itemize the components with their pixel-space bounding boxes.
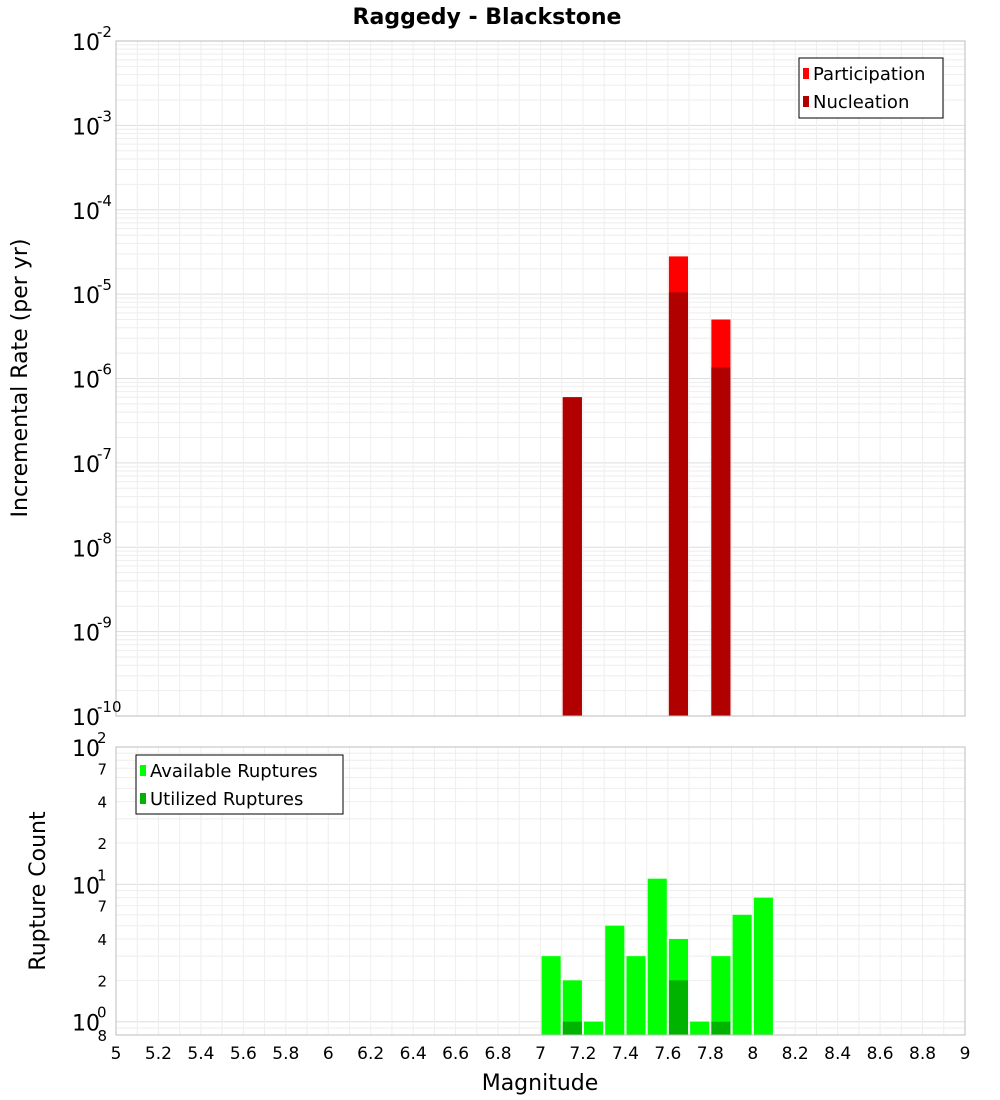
bar-nucleation-0 — [562, 397, 582, 716]
x-tick-labels: 5 5.2 5.4 5.6 5.8 6 6.2 6.4 6.6 6.8 7 7.2 7.4 7.6 7.8 8… — [111, 1044, 971, 1064]
bar-available-0 — [541, 956, 561, 1035]
count-y-tick-label: 10 — [72, 737, 100, 762]
rate-y-tick-exponent: -9 — [97, 614, 112, 632]
x-tick-label: 5.8 — [272, 1044, 299, 1064]
rate-y-tick-exponent: -7 — [97, 445, 112, 463]
x-tick-label: 7 — [535, 1044, 546, 1064]
legend-label-available: Available Ruptures — [150, 761, 318, 782]
bar-available-8 — [711, 956, 731, 1035]
bar-available-4 — [626, 956, 646, 1035]
x-tick-label: 7.8 — [697, 1044, 724, 1064]
x-tick-label: 8 — [747, 1044, 758, 1064]
bar-available-9 — [732, 914, 752, 1035]
x-tick-label: 7.4 — [612, 1044, 639, 1064]
bar-available-2 — [584, 1021, 604, 1035]
count-bars — [541, 878, 773, 1035]
legend-label-participation: Participation — [813, 64, 925, 85]
x-tick-label: 8.8 — [909, 1044, 936, 1064]
count-y-minor-tick-label: 2 — [97, 972, 107, 990]
count-y-minor-tick-label: 4 — [97, 794, 107, 812]
count-y-tick-label: 10 — [72, 1012, 100, 1037]
x-axis-title: Magnitude — [482, 1071, 599, 1096]
rate-y-tick-label: 10 — [72, 622, 100, 647]
x-tick-label: 7.6 — [654, 1044, 681, 1064]
legend-swatch-utilized — [140, 793, 146, 804]
x-tick-label: 6.4 — [400, 1044, 427, 1064]
count-y-tick-exponent: 2 — [97, 729, 107, 747]
x-tick-label: 8.4 — [824, 1044, 851, 1064]
legend-label-utilized: Utilized Ruptures — [150, 789, 303, 810]
rate-y-tick-label: 10 — [72, 200, 100, 225]
rate-y-tick-exponent: -8 — [97, 529, 112, 547]
chart-title: Raggedy - Blackstone — [353, 5, 622, 30]
legend-swatch-participation — [803, 68, 809, 79]
x-tick-label: 7.2 — [569, 1044, 596, 1064]
x-tick-label: 8.6 — [867, 1044, 894, 1064]
x-tick-label: 5.2 — [145, 1044, 172, 1064]
bar-available-10 — [753, 897, 773, 1035]
bar-available-1 — [562, 980, 582, 1035]
bar-utilized-1 — [668, 980, 689, 1035]
rate-y-tick-label: 10 — [72, 453, 100, 478]
x-tick-label: 6.6 — [442, 1044, 469, 1064]
count-plot-frame — [115, 746, 966, 1036]
bar-available-7 — [690, 1021, 710, 1035]
rate-y-tick-label: 10 — [72, 31, 100, 56]
rate-y-tick-exponent: -3 — [97, 107, 112, 125]
rate-plot-frame — [115, 40, 966, 717]
count-y-minor-tick-label: 8 — [97, 1027, 107, 1045]
x-tick-label: 5.6 — [230, 1044, 257, 1064]
count-y-minor-tick-label: 7 — [97, 898, 107, 916]
bar-utilized-0 — [562, 1021, 582, 1035]
rate-legend-box — [798, 57, 944, 119]
x-tick-label: 8.2 — [782, 1044, 809, 1064]
rate-y-tick-label: 10 — [72, 706, 100, 731]
count-y-minor-tick-label: 4 — [97, 931, 107, 949]
x-tick-label: 6 — [323, 1044, 334, 1064]
count-y-axis-title: Rupture Count — [26, 811, 51, 971]
bar-nucleation-2 — [711, 367, 731, 716]
rate-y-tick-exponent: -6 — [97, 361, 112, 379]
x-tick-label: 6.2 — [357, 1044, 384, 1064]
rate-y-axis-title: Incremental Rate (per yr) — [8, 239, 33, 518]
count-legend: Available Ruptures Utilized Ruptures — [135, 754, 344, 815]
count-y-minor-tick-label: 7 — [97, 760, 107, 778]
rate-y-tick-label: 10 — [72, 115, 100, 140]
count-y-minor-tick-label: 2 — [97, 835, 107, 853]
bar-nucleation-1 — [668, 292, 689, 716]
bar-available-3 — [605, 925, 625, 1035]
rate-bars — [562, 256, 731, 716]
rate-gridlines — [115, 40, 966, 717]
rate-y-tick-exponent: -2 — [97, 23, 112, 41]
x-tick-label: 5.4 — [187, 1044, 214, 1064]
x-tick-label: 9 — [960, 1044, 971, 1064]
legend-label-nucleation: Nucleation — [813, 92, 909, 113]
rate-y-tick-exponent: -5 — [97, 276, 112, 294]
x-tick-label: 5 — [111, 1044, 122, 1064]
rate-y-tick-label: 10 — [72, 369, 100, 394]
bar-utilized-2 — [711, 1021, 731, 1035]
x-tick-label: 6.8 — [485, 1044, 512, 1064]
rate-y-tick-exponent: -4 — [97, 192, 112, 210]
count-y-tick-exponent: 1 — [97, 866, 107, 884]
bar-available-5 — [647, 878, 667, 1035]
legend-swatch-available — [140, 765, 146, 776]
rate-legend: Participation Nucleation — [798, 57, 944, 119]
count-legend-box — [135, 754, 344, 815]
legend-swatch-nucleation — [803, 96, 809, 107]
count-y-tick-exponent: 0 — [97, 1004, 107, 1022]
count-y-tick-label: 10 — [72, 874, 100, 899]
rate-y-tick-label: 10 — [72, 284, 100, 309]
rate-y-tick-label: 10 — [72, 537, 100, 562]
rate-y-tick-exponent: -10 — [97, 698, 122, 716]
